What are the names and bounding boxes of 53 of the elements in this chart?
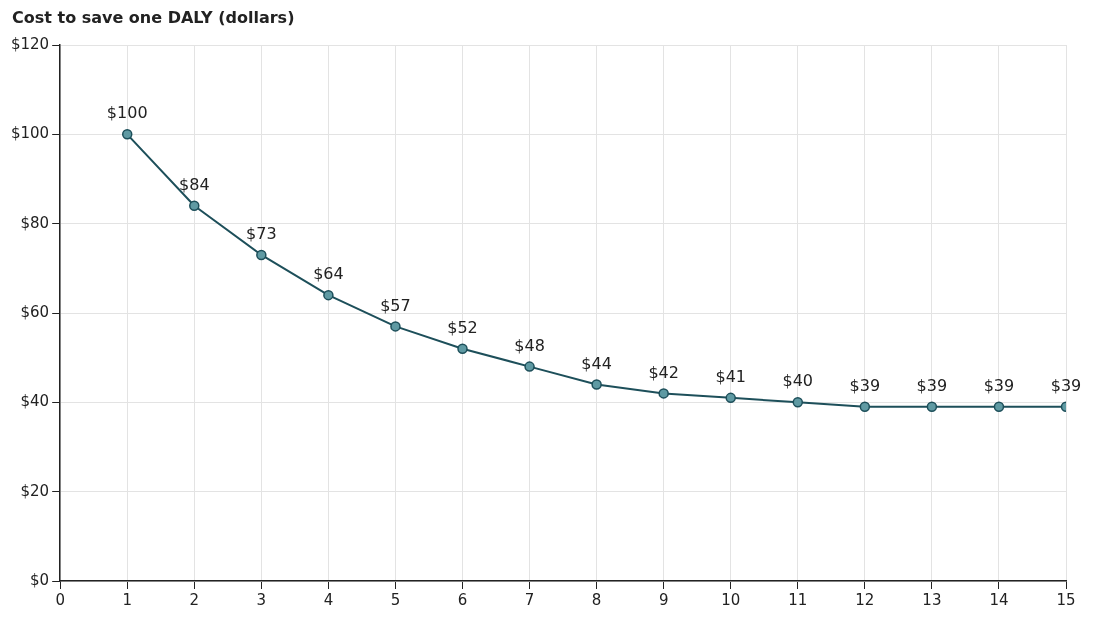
x-tick-label: 14 [989,590,1009,609]
x-tick-label: 11 [788,590,808,609]
x-tick-label: 8 [591,590,602,609]
y-tick-label: $100 [10,124,50,143]
x-tick-label: 6 [457,590,468,609]
x-tick-label: 3 [256,590,267,609]
y-tick-label: $60 [20,302,50,321]
data-label: $39 [916,375,948,395]
data-label: $42 [648,362,679,382]
y-tick-label: $20 [20,481,50,500]
point [390,321,401,332]
x-tick-label: 15 [1056,590,1076,609]
point [658,388,669,399]
data-label: $57 [380,295,411,315]
data-label: $48 [514,335,545,355]
x-tick-label: 12 [855,590,875,609]
x-tick-label: 1 [122,590,132,609]
point [457,343,468,354]
point [926,401,938,413]
y-tick-label: $0 [30,570,50,589]
point [792,397,804,408]
data-label: $84 [179,174,210,194]
point [189,200,200,212]
chart-title: Cost to save one DALY (dollars) [12,8,296,27]
data-label: $44 [581,353,612,373]
data-label: $52 [447,317,478,337]
point [256,249,267,261]
data-label: $73 [246,224,277,244]
x-tick-label: 7 [524,590,535,609]
point [993,401,1005,413]
point [725,392,736,404]
x-tick-label: 0 [55,590,65,609]
point [859,401,871,413]
data-label: $64 [313,264,344,284]
point [591,379,602,390]
data-label: $39 [983,375,1015,395]
point [524,361,535,372]
data-label: $40 [782,371,814,391]
data-label: $41 [715,367,746,387]
data-label: $39 [1050,375,1082,395]
y-tick-label: $40 [20,392,50,411]
x-tick-label: 10 [721,590,741,609]
x-tick-label: 9 [658,590,669,609]
y-tick-label: $120 [10,34,50,53]
x-tick-label: 2 [189,590,200,609]
x-tick-label: 13 [922,590,942,609]
data-label: $100 [106,103,148,123]
x-tick-label: 5 [390,590,401,609]
x-tick-label: 4 [323,590,334,609]
point [121,129,133,140]
data-label: $39 [849,375,881,395]
y-tick-label: $80 [20,213,50,232]
point [323,289,334,301]
